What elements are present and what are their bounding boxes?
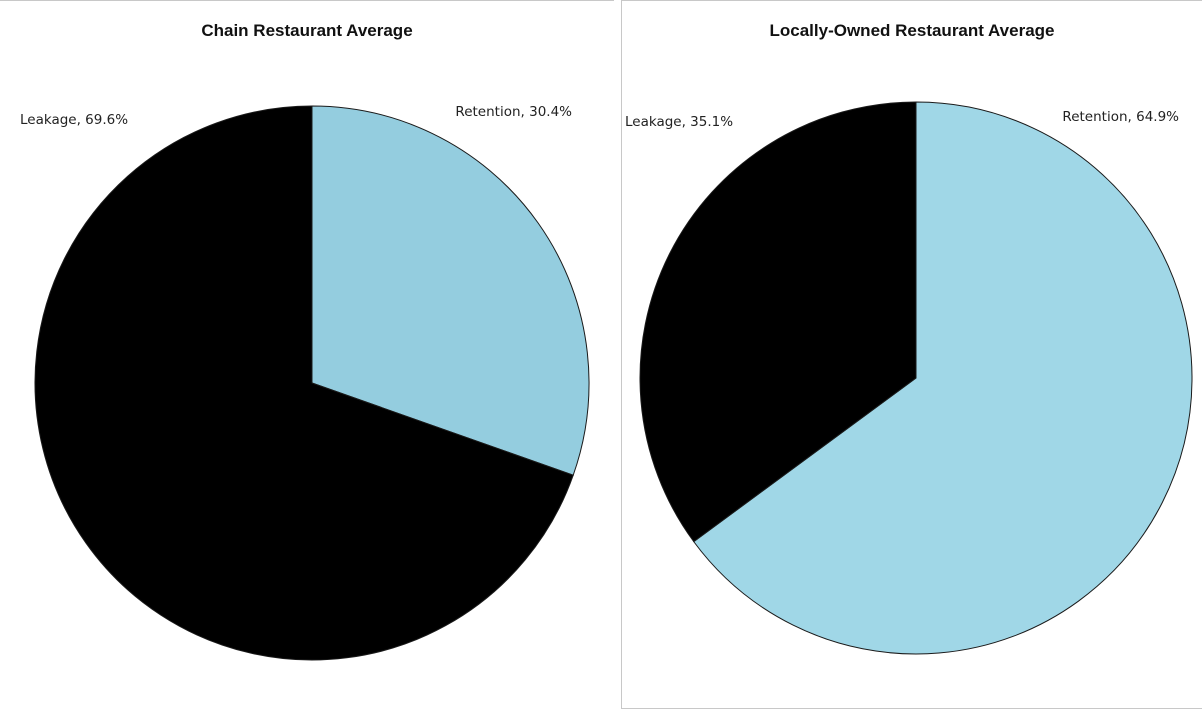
pie-slice-leakage bbox=[34, 105, 574, 661]
pie-slice-retention bbox=[693, 101, 1193, 655]
pie-chart-local: Retention, 64.9% Leakage, 35.1% bbox=[625, 101, 1193, 655]
chart-panel-local: Locally-Owned Restaurant Average Retenti… bbox=[621, 0, 1202, 709]
data-label-leakage: Leakage, 69.6% bbox=[20, 112, 128, 128]
pie-slice-retention bbox=[311, 105, 590, 476]
data-label-leakage: Leakage, 35.1% bbox=[625, 114, 733, 130]
data-label-retention: Retention, 64.9% bbox=[1062, 109, 1179, 125]
chart-title: Chain Restaurant Average bbox=[201, 21, 413, 40]
chart-panel-chain: Chain Restaurant Average Retention, 30.4… bbox=[0, 0, 614, 661]
pie-slice-leakage bbox=[639, 101, 917, 543]
data-label-retention: Retention, 30.4% bbox=[455, 104, 572, 120]
pie-chart-chain: Retention, 30.4% Leakage, 69.6% bbox=[20, 104, 590, 661]
chart-title: Locally-Owned Restaurant Average bbox=[769, 21, 1055, 40]
